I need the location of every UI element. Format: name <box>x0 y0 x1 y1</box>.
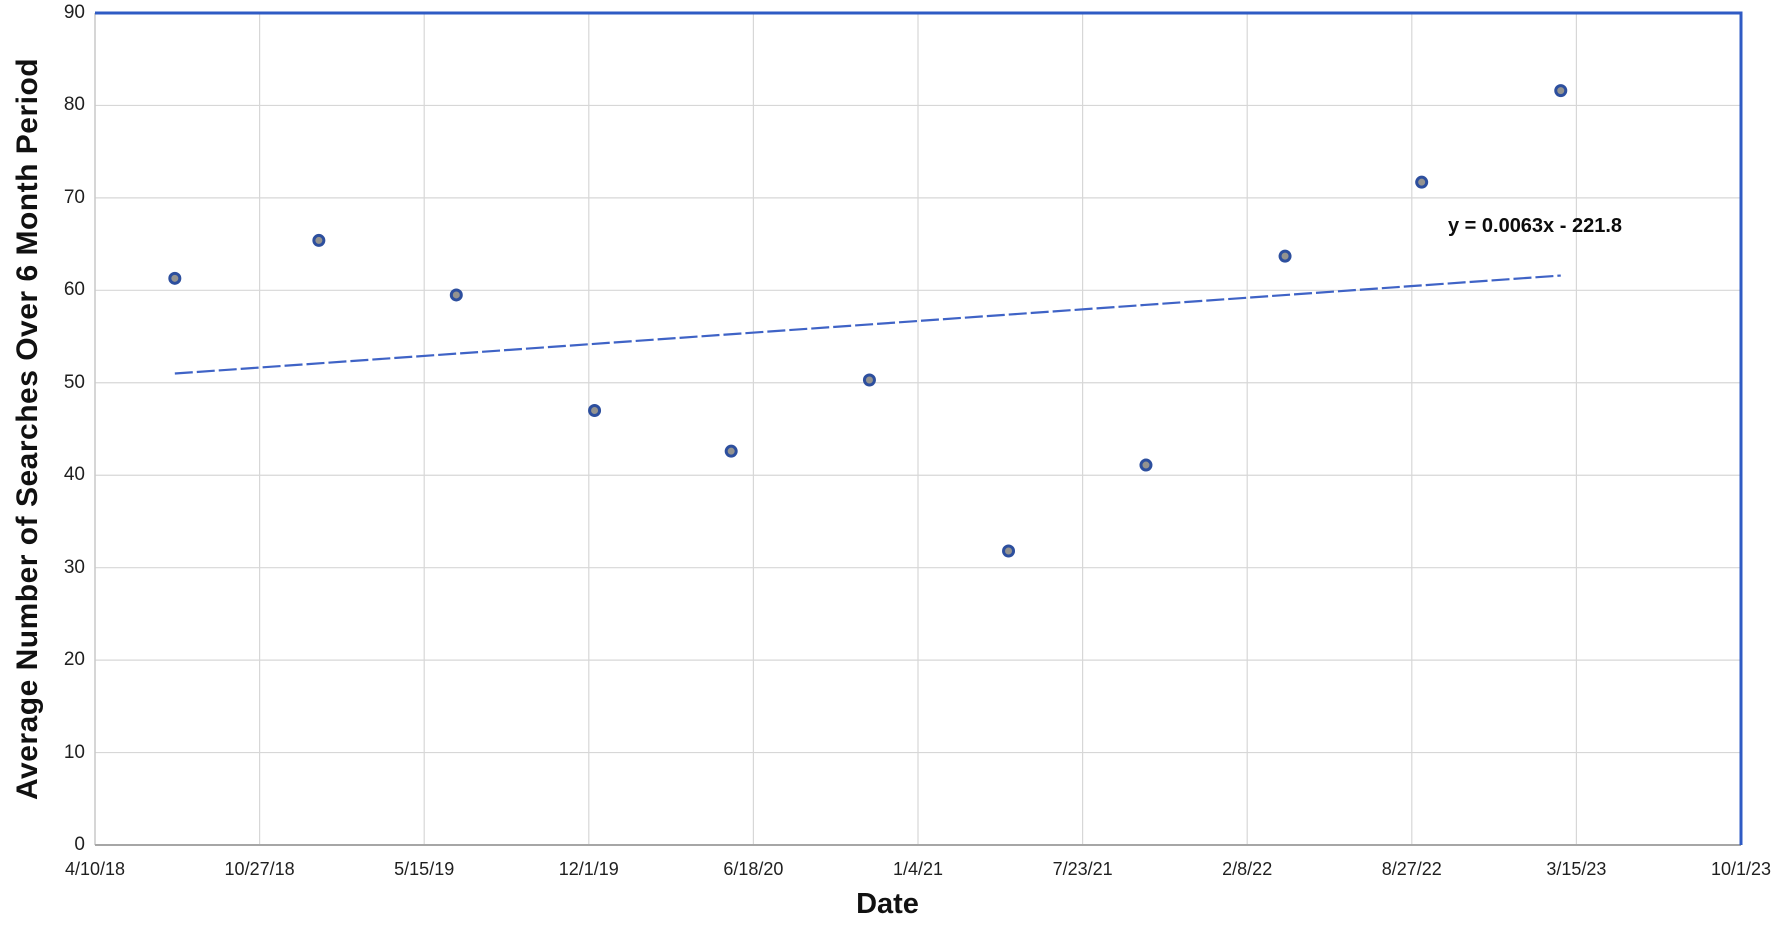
x-tick-label: 10/27/18 <box>224 859 295 879</box>
x-tick-label: 3/15/23 <box>1546 859 1607 879</box>
trendline-equation-label: y = 0.0063x - 221.8 <box>1447 215 1623 237</box>
y-tick-label: 80 <box>63 94 85 116</box>
data-point-marker <box>312 233 326 247</box>
x-tick-label: 4/10/18 <box>64 859 126 879</box>
trendline <box>174 274 1561 375</box>
data-point-marker <box>588 404 602 418</box>
data-point-marker <box>449 288 463 302</box>
y-tick-label: 0 <box>74 834 85 855</box>
data-point-marker <box>1278 249 1292 263</box>
y-tick-label: 50 <box>63 371 85 393</box>
y-tick-label: 70 <box>63 186 85 208</box>
x-tick-label: 12/1/19 <box>558 859 619 879</box>
y-tick-label: 90 <box>63 2 85 23</box>
x-tick-label: 6/18/20 <box>723 859 784 879</box>
y-tick-label: 40 <box>63 464 85 486</box>
y-tick-label: 30 <box>63 556 85 578</box>
data-point-marker <box>1554 84 1568 98</box>
data-point-marker <box>862 373 876 387</box>
data-point-marker <box>1139 458 1153 472</box>
x-tick-label: 10/1/23 <box>1710 859 1772 879</box>
y-tick-label: 60 <box>63 279 85 301</box>
y-tick-label: 20 <box>63 649 85 671</box>
y-tick-label: 10 <box>63 741 85 763</box>
x-tick-label: 8/27/22 <box>1381 859 1442 879</box>
x-tick-label: 5/15/19 <box>394 859 455 879</box>
x-tick-label: 2/8/22 <box>1222 859 1273 879</box>
x-axis-title: Date <box>856 888 919 920</box>
y-axis-title: Average Number of Searches Over 6 Month … <box>11 57 44 801</box>
data-point-marker <box>724 444 738 458</box>
data-point-marker <box>168 271 182 285</box>
x-tick-label: 1/4/21 <box>892 859 944 879</box>
data-point-marker <box>1002 544 1016 558</box>
data-point-marker <box>1415 175 1429 189</box>
x-tick-label: 7/23/21 <box>1052 859 1113 879</box>
